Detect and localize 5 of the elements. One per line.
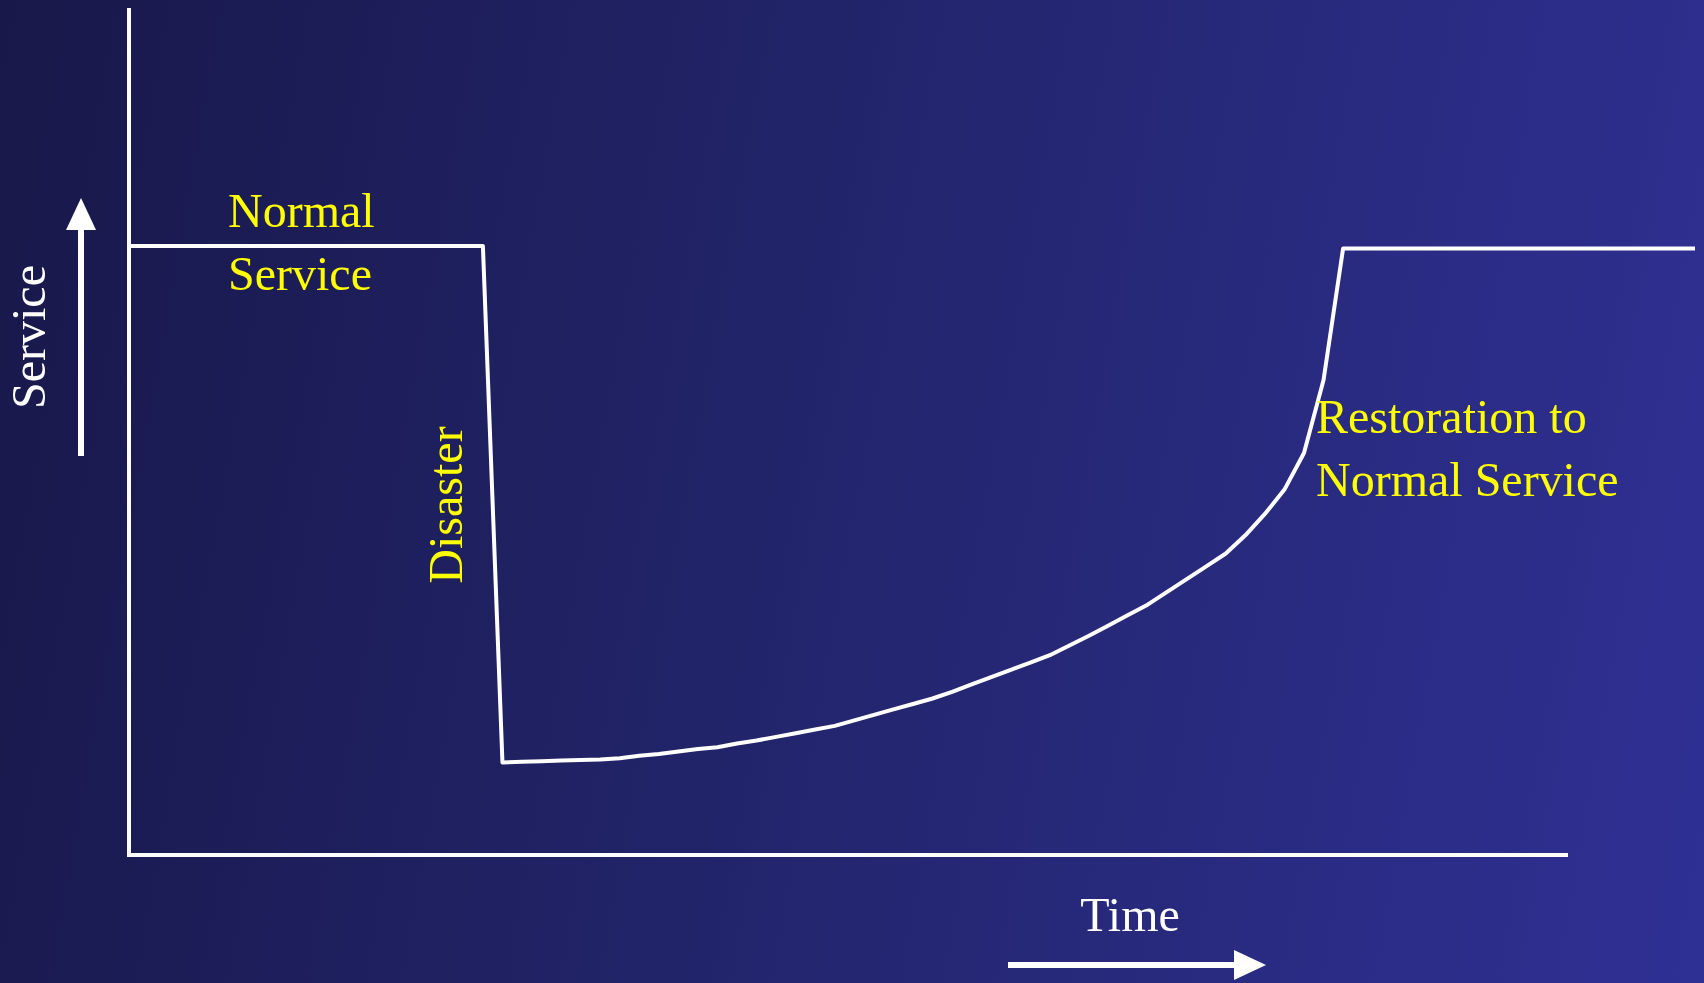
- x-axis-title: Time: [1080, 887, 1180, 941]
- y-axis-title: Service: [1, 265, 55, 409]
- annotation: Normal Service: [228, 183, 375, 300]
- annotation: Disaster: [418, 426, 472, 584]
- annotation: Restoration to Normal Service: [1316, 389, 1619, 506]
